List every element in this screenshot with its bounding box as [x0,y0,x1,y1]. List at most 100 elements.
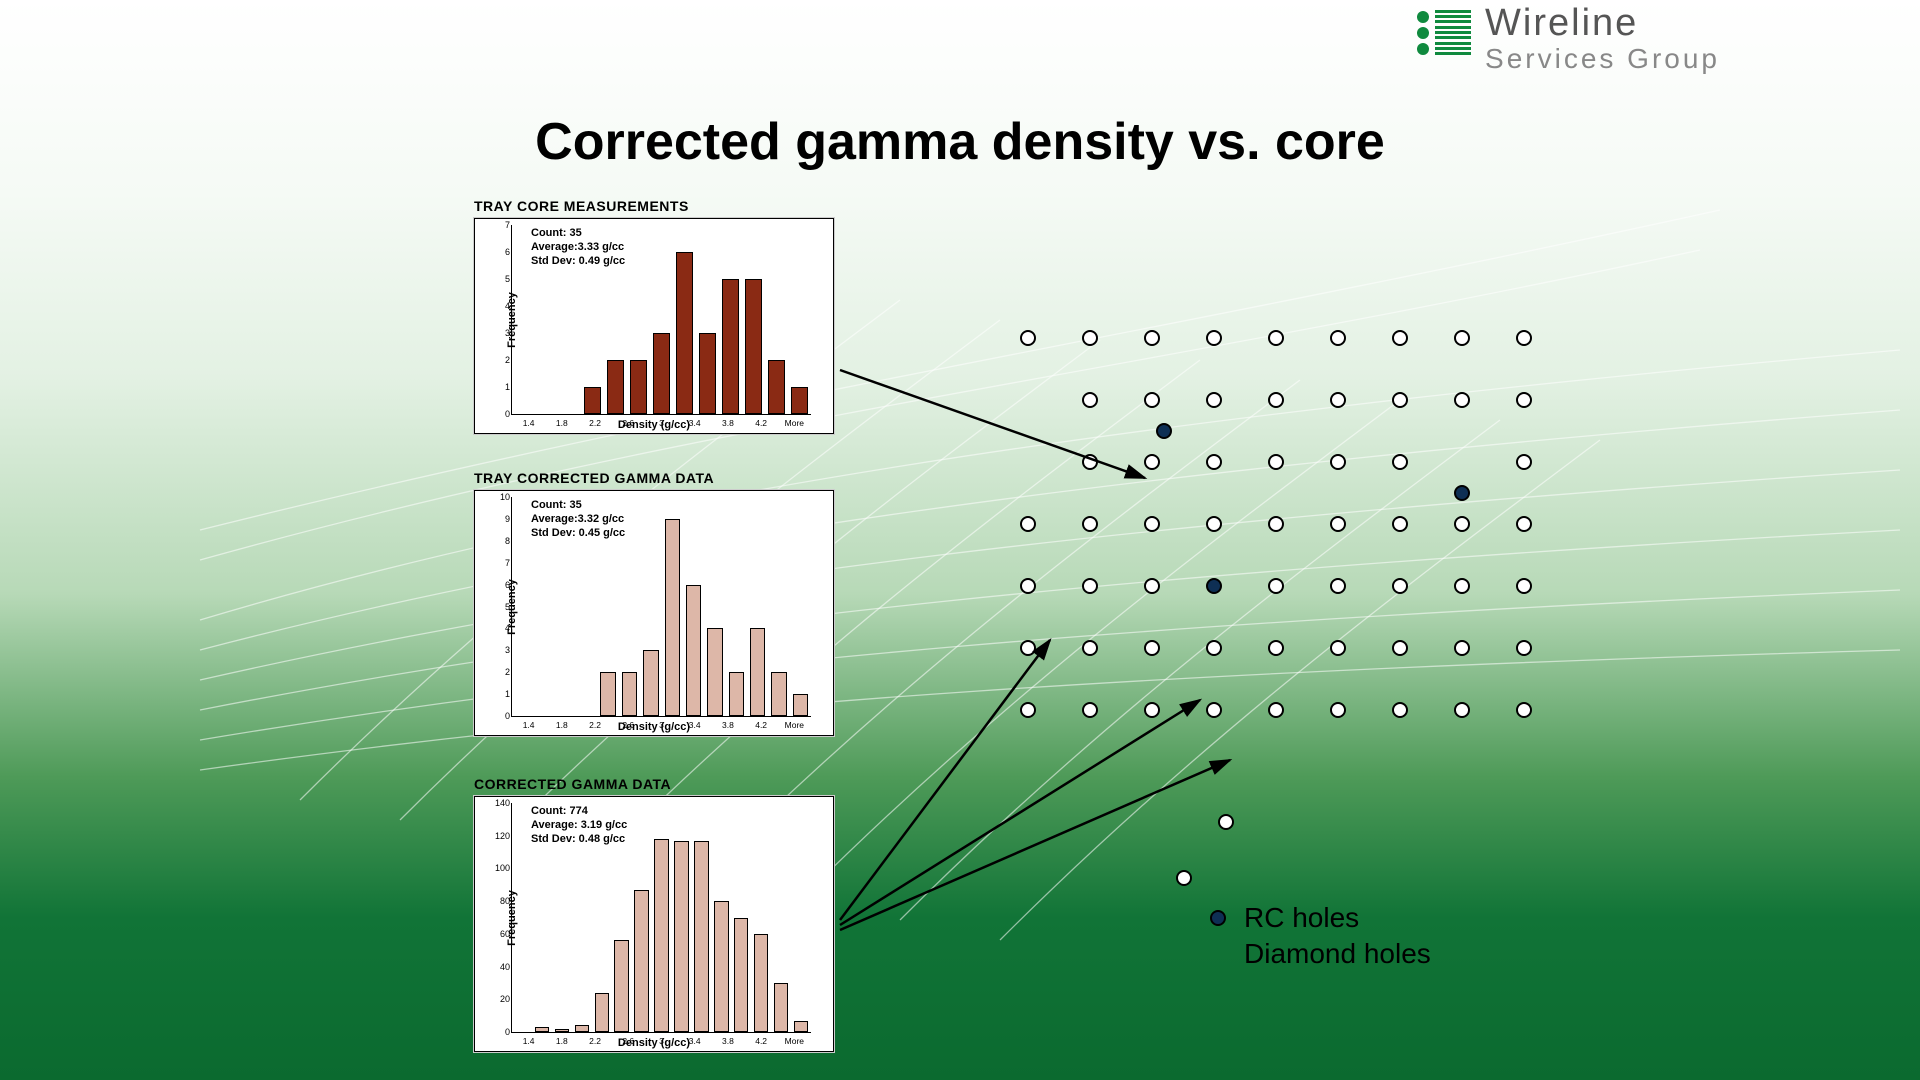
chart3-bars [512,803,811,1032]
histogram-bar [791,387,808,414]
histogram-bar [555,1029,569,1032]
histogram-bar [771,672,786,716]
histogram-bar [699,333,716,414]
logo-mark-icon [1417,10,1473,55]
rc-hole-icon [1392,640,1408,656]
ytick: 40 [490,962,510,972]
logo-text-main: Wireline [1485,4,1720,44]
rc-hole-icon [1206,516,1222,532]
ytick: 140 [490,798,510,808]
legend-diamond-label: Diamond holes [1244,938,1431,970]
arrow-line [840,760,1230,930]
rc-hole-icon [1516,516,1532,532]
histogram-bar [722,279,739,414]
rc-hole-icon [1454,702,1470,718]
chart3-xlabel: Density (g/cc) [475,1037,833,1049]
histogram-bar [595,993,609,1032]
rc-hole-icon [1206,330,1222,346]
ytick: 20 [490,994,510,1004]
histogram-bar [634,890,648,1032]
rc-hole-icon [1144,516,1160,532]
rc-hole-icon [1392,392,1408,408]
rc-hole-icon [1330,330,1346,346]
rc-hole-icon [1516,330,1532,346]
rc-hole-icon [1454,392,1470,408]
ytick: 120 [490,831,510,841]
rc-hole-icon [1020,516,1036,532]
histogram-bar [714,901,728,1032]
histogram-bar [614,940,628,1032]
legend: RC holes Diamond holes [1210,870,1431,974]
histogram-bar [794,1021,808,1032]
ytick: 60 [490,929,510,939]
rc-hole-icon [1020,640,1036,656]
diamond-hole-icon [1454,485,1470,501]
ytick: 5 [490,274,510,284]
rc-hole-icon [1144,454,1160,470]
ytick: 7 [490,220,510,230]
rc-hole-icon [1082,454,1098,470]
rc-hole-icon [1392,454,1408,470]
ytick: 6 [490,580,510,590]
histogram-bar [768,360,785,414]
ytick: 10 [490,492,510,502]
rc-hole-icon [1268,516,1284,532]
histogram-bar [535,1027,549,1032]
chart-tray-core: TRAY CORE MEASUREMENTS Count: 35 Average… [474,198,834,434]
histogram-bar [750,628,765,716]
legend-rc-icon [1210,910,1226,926]
histogram-bar [643,650,658,716]
ytick: 1 [490,382,510,392]
histogram-bar [674,841,688,1032]
histogram-bar [774,983,788,1032]
rc-hole-icon [1454,578,1470,594]
rc-hole-icon [1516,454,1532,470]
rc-hole-icon [1268,392,1284,408]
histogram-bar [622,672,637,716]
arrow-line [840,640,1050,920]
rc-hole-icon [1144,640,1160,656]
logo: Wireline Services Group [1417,4,1720,73]
rc-hole-icon [1268,702,1284,718]
ytick: 2 [490,355,510,365]
ytick: 6 [490,247,510,257]
ytick: 100 [490,863,510,873]
rc-hole-icon [1082,702,1098,718]
chart1-bars [512,225,811,414]
histogram-bar [653,333,670,414]
drill-hole-grid [1020,330,1580,770]
ytick: 3 [490,328,510,338]
rc-hole-icon [1330,392,1346,408]
rc-hole-icon [1268,640,1284,656]
histogram-bar [584,387,601,414]
rc-hole-icon [1392,702,1408,718]
rc-hole-icon [1454,330,1470,346]
rc-hole-icon [1206,702,1222,718]
histogram-bar [793,694,808,716]
rc-hole-icon [1454,516,1470,532]
ytick: 9 [490,514,510,524]
chart2-bars [512,497,811,716]
histogram-bar [745,279,762,414]
histogram-bar [575,1025,589,1032]
histogram-bar [654,839,668,1032]
rc-hole-icon [1206,392,1222,408]
ytick: 80 [490,896,510,906]
ytick: 8 [490,536,510,546]
ytick: 5 [490,602,510,612]
rc-hole-icon [1516,640,1532,656]
rc-hole-icon [1144,578,1160,594]
histogram-bar [600,672,615,716]
rc-hole-icon [1206,640,1222,656]
slide-title: Corrected gamma density vs. core [0,112,1920,172]
rc-hole-icon [1392,330,1408,346]
rc-hole-icon [1218,814,1234,830]
rc-hole-icon [1392,578,1408,594]
rc-hole-icon [1516,578,1532,594]
chart1-label: TRAY CORE MEASUREMENTS [474,198,834,214]
chart-corrected-gamma: CORRECTED GAMMA DATA Count: 774 Average:… [474,776,834,1052]
rc-hole-icon [1268,578,1284,594]
rc-hole-icon [1330,578,1346,594]
histogram-bar [707,628,722,716]
histogram-bar [665,519,680,716]
